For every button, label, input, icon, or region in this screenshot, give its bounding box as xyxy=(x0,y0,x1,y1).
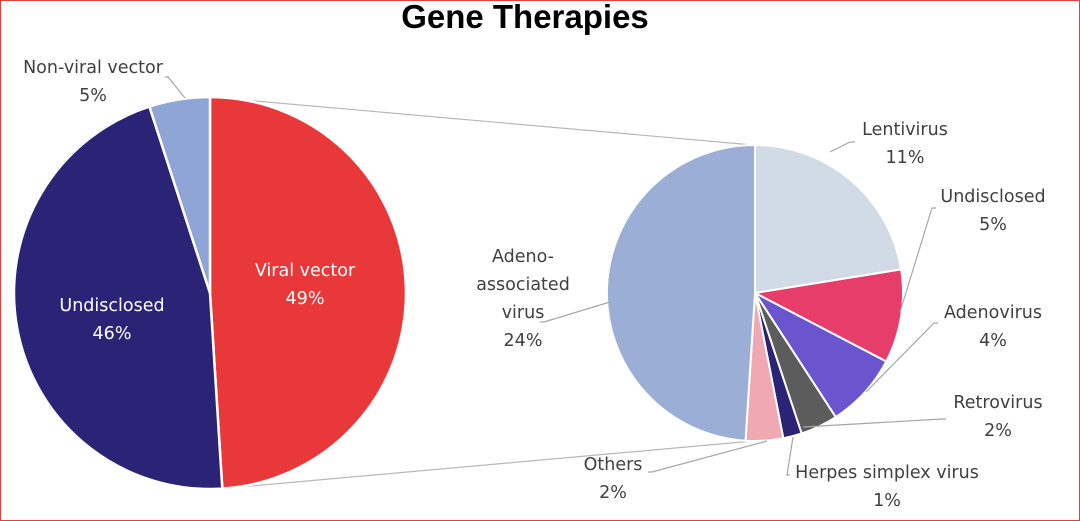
category-percent: 4% xyxy=(979,331,1007,351)
leader-line-others xyxy=(648,440,768,473)
category-percent: 1% xyxy=(873,491,901,511)
category-percent: 11% xyxy=(886,148,925,168)
chart-title: Gene Therapies xyxy=(401,0,649,35)
leader-line-adenovirus xyxy=(865,322,938,393)
category-percent: 2% xyxy=(984,421,1012,441)
leader-line-non-viral-vector xyxy=(165,76,186,99)
category-name: Herpes simplex virus xyxy=(795,463,979,483)
viral-vector-breakdown-pie xyxy=(605,143,904,443)
category-name: Viral vector xyxy=(255,261,356,281)
category-name: virus xyxy=(502,303,545,323)
leader-line-herpes-simplex-virus xyxy=(786,436,794,476)
connector-line-top xyxy=(209,96,754,146)
connector-line-bottom xyxy=(222,440,754,490)
category-name: Others xyxy=(584,455,643,475)
category-percent: 24% xyxy=(504,331,543,351)
leader-line-retrovirus xyxy=(802,418,946,428)
leader-lines xyxy=(165,76,946,476)
slice-lentivirus xyxy=(754,143,903,295)
data-labels: Viral vector 49% Undisclosed 46% Non-viral v… xyxy=(23,58,1045,511)
slice-undisclosed xyxy=(12,105,224,491)
category-percent: 5% xyxy=(79,86,107,106)
category-percent: 49% xyxy=(286,289,325,309)
category-name: Lentivirus xyxy=(862,120,948,140)
sub-label-adenovirus: Adenovirus 4% xyxy=(944,303,1042,351)
category-name: Adenovirus xyxy=(944,303,1042,323)
category-name: Undisclosed xyxy=(59,296,164,316)
sub-label-herpes-simplex-virus: Herpes simplex virus 1% xyxy=(795,463,979,511)
main-pie xyxy=(12,95,408,491)
category-name: Adeno- xyxy=(492,247,554,267)
connector-lines xyxy=(209,96,754,490)
main-label-non-viral-vector: Non-viral vector 5% xyxy=(23,58,164,106)
slice-adeno-associated-virus xyxy=(605,143,756,442)
category-name: Non-viral vector xyxy=(23,58,164,78)
category-name: Undisclosed xyxy=(940,187,1045,207)
leader-line-undisclosed xyxy=(899,207,936,313)
sub-label-lentivirus: Lentivirus 11% xyxy=(862,120,948,168)
category-name: associated xyxy=(476,275,570,295)
category-name: Retrovirus xyxy=(953,393,1042,413)
slice-undisclosed xyxy=(751,268,904,363)
main-label-undisclosed: Undisclosed 46% xyxy=(59,296,164,344)
category-percent: 5% xyxy=(979,215,1007,235)
sub-label-others: Others 2% xyxy=(584,455,643,503)
sub-label-undisclosed: Undisclosed 5% xyxy=(940,187,1045,235)
category-percent: 2% xyxy=(599,483,627,503)
main-label-viral-vector: Viral vector 49% xyxy=(255,261,356,309)
leader-line-adeno-associated-virus xyxy=(540,301,611,323)
slice-viral-vector xyxy=(208,95,408,490)
leader-line-lentivirus xyxy=(829,141,855,153)
sub-label-adeno-associated-virus: Adeno-associated virus 24% xyxy=(476,247,570,351)
category-percent: 46% xyxy=(93,324,132,344)
slice-non-viral-vector xyxy=(147,95,212,294)
sub-label-retrovirus: Retrovirus 2% xyxy=(953,393,1042,441)
